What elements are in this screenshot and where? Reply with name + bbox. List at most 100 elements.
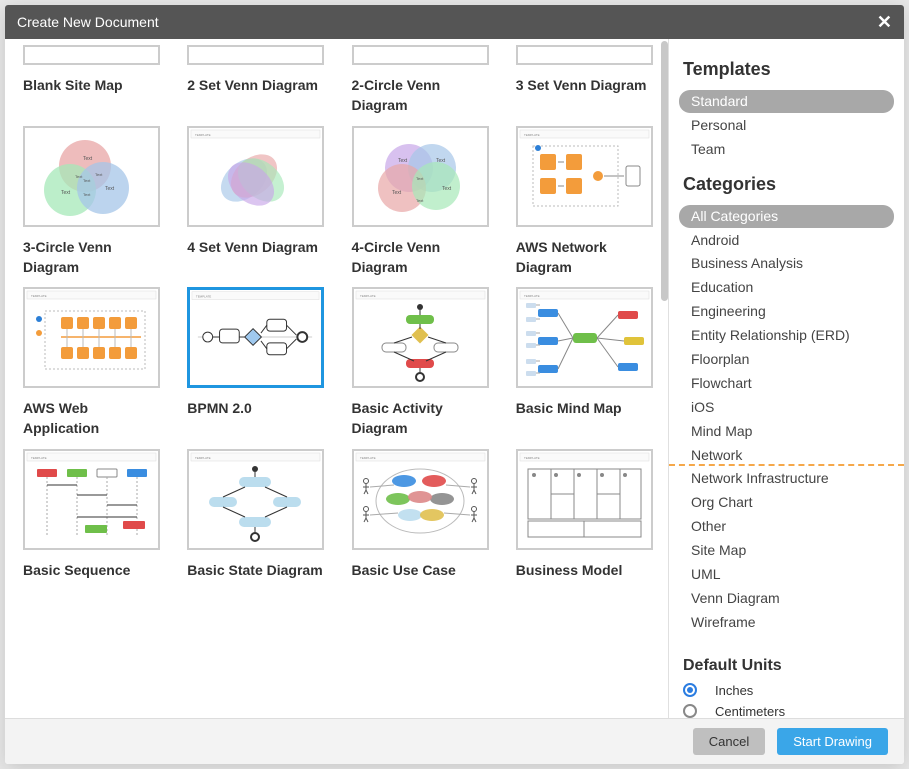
template-card[interactable]: TEMPLATE Basic State Diagram	[187, 449, 329, 600]
radio-icon[interactable]	[683, 683, 697, 697]
svg-text:Text: Text	[61, 190, 71, 196]
category-item[interactable]: Business Analysis	[679, 252, 894, 275]
template-group-item[interactable]: Personal	[679, 114, 894, 137]
template-grid-pane[interactable]: Blank Site Map 2 Set Venn Diagram 2-Circ…	[5, 39, 668, 718]
svg-text:Text: Text	[442, 186, 452, 192]
svg-text:Text: Text	[436, 158, 446, 164]
template-thumbnail[interactable]: TEMPLATE	[516, 449, 653, 550]
units-heading: Default Units	[683, 657, 890, 675]
category-item[interactable]: Site Map	[679, 539, 894, 562]
template-thumbnail[interactable]: TEMPLATE	[516, 287, 653, 388]
svg-text:Text: Text	[392, 190, 402, 196]
template-card[interactable]: TEMPLATE 4 Set Venn Diagram	[187, 126, 329, 278]
scrollbar-thumb[interactable]	[661, 41, 668, 301]
svg-text:TEMPLATE: TEMPLATE	[31, 294, 47, 298]
template-thumbnail[interactable]: TEMPLATE	[187, 287, 324, 388]
template-label: 2 Set Venn Diagram	[187, 75, 329, 115]
category-item[interactable]: Wireframe	[679, 611, 894, 634]
dialog-footer: Cancel Start Drawing	[5, 718, 904, 764]
template-thumbnail[interactable]: TEMPLATE	[187, 449, 324, 550]
template-thumbnail[interactable]: TEMPLATE	[352, 287, 489, 388]
sidebar: Templates StandardPersonalTeam Categorie…	[668, 39, 904, 718]
svg-text:Text: Text	[83, 178, 91, 183]
category-item[interactable]: Education	[679, 276, 894, 299]
template-grid: Blank Site Map 2 Set Venn Diagram 2-Circ…	[23, 45, 658, 600]
svg-text:TEMPLATE: TEMPLATE	[524, 133, 540, 137]
svg-text:TEMPLATE: TEMPLATE	[360, 456, 376, 460]
cancel-button[interactable]: Cancel	[693, 728, 765, 755]
template-card[interactable]: 3 Set Venn Diagram	[516, 45, 658, 116]
category-item[interactable]: Engineering	[679, 300, 894, 323]
template-thumbnail[interactable]: TEMPLATE	[352, 449, 489, 550]
category-item[interactable]: iOS	[679, 396, 894, 419]
svg-text:Text: Text	[75, 174, 83, 179]
dialog-content: Blank Site Map 2 Set Venn Diagram 2-Circ…	[5, 39, 904, 718]
unit-option[interactable]: Inches	[683, 683, 890, 698]
category-item[interactable]: Network Infrastructure	[679, 467, 894, 490]
svg-text:Text: Text	[95, 172, 103, 177]
svg-text:TEMPLATE: TEMPLATE	[524, 456, 540, 460]
template-card[interactable]: TEMPLATE AWS Web Application	[23, 287, 165, 439]
template-group-list: StandardPersonalTeam	[679, 90, 894, 162]
template-card[interactable]: 2-Circle Venn Diagram	[352, 45, 494, 116]
template-card[interactable]: TEMPLATE AWS Network Diagram	[516, 126, 658, 278]
template-label: Business Model	[516, 560, 658, 600]
category-item[interactable]: Mind Map	[679, 420, 894, 443]
template-card[interactable]: TEMPLATE Basic Mind Map	[516, 287, 658, 439]
template-card[interactable]: TEMPLATE Business Model	[516, 449, 658, 600]
template-card[interactable]: Text Text Text Text Text Text Text 3-Cir…	[23, 126, 165, 278]
radio-icon[interactable]	[683, 704, 697, 718]
template-thumbnail[interactable]: TEMPLATE	[516, 126, 653, 227]
template-group-item[interactable]: Team	[679, 138, 894, 161]
category-item[interactable]: Network	[679, 444, 894, 467]
template-label: Blank Site Map	[23, 75, 165, 115]
template-thumbnail[interactable]	[187, 45, 324, 65]
category-item[interactable]: Other	[679, 515, 894, 538]
svg-text:Text: Text	[83, 192, 91, 197]
svg-text:TEMPLATE: TEMPLATE	[195, 133, 211, 137]
template-thumbnail[interactable]	[23, 45, 160, 65]
template-label: 3-Circle Venn Diagram	[23, 237, 165, 278]
template-thumbnail[interactable]	[516, 45, 653, 65]
template-thumbnail[interactable]: TEMPLATE	[187, 126, 324, 227]
template-card[interactable]: TEMPLATE BPMN 2.0	[187, 287, 329, 439]
svg-text:Text: Text	[416, 176, 424, 181]
category-item[interactable]: Floorplan	[679, 348, 894, 371]
unit-label: Inches	[715, 683, 753, 698]
template-thumbnail[interactable]: TEMPLATE	[23, 449, 160, 550]
template-card[interactable]: TEMPLATE Basic Activity Diagram	[352, 287, 494, 439]
close-icon[interactable]: ✕	[877, 12, 892, 33]
template-thumbnail[interactable]: Text Text Text Text Text Text Text	[23, 126, 160, 227]
svg-text:TEMPLATE: TEMPLATE	[31, 456, 47, 460]
template-card[interactable]: Blank Site Map	[23, 45, 165, 116]
svg-text:TEMPLATE: TEMPLATE	[360, 294, 376, 298]
template-group-item[interactable]: Standard	[679, 90, 894, 113]
template-label: 4-Circle Venn Diagram	[352, 237, 494, 278]
templates-heading: Templates	[683, 59, 894, 80]
template-thumbnail[interactable]: Text Text Text Text Text Text	[352, 126, 489, 227]
category-item[interactable]: Android	[679, 229, 894, 252]
template-label: AWS Web Application	[23, 398, 165, 439]
template-label: Basic Sequence	[23, 560, 165, 600]
unit-option[interactable]: Centimeters	[683, 704, 890, 718]
category-item[interactable]: UML	[679, 563, 894, 586]
category-item[interactable]: All Categories	[679, 205, 894, 228]
template-thumbnail[interactable]: TEMPLATE	[23, 287, 160, 388]
template-label: Basic Activity Diagram	[352, 398, 494, 439]
svg-text:Text: Text	[83, 156, 93, 162]
category-item[interactable]: Venn Diagram	[679, 587, 894, 610]
category-list: All CategoriesAndroidBusiness AnalysisEd…	[679, 205, 894, 635]
svg-text:TEMPLATE: TEMPLATE	[524, 294, 540, 298]
dialog-title: Create New Document	[17, 14, 877, 30]
template-card[interactable]: TEMPLATE Basic Sequence	[23, 449, 165, 600]
start-drawing-button[interactable]: Start Drawing	[777, 728, 888, 755]
category-item[interactable]: Org Chart	[679, 491, 894, 514]
category-item[interactable]: Entity Relationship (ERD)	[679, 324, 894, 347]
template-thumbnail[interactable]	[352, 45, 489, 65]
template-card[interactable]: Text Text Text Text Text Text 4-Circle V…	[352, 126, 494, 278]
create-document-dialog: Create New Document ✕ Blank Site Map 2 S…	[5, 5, 904, 764]
dialog-header: Create New Document ✕	[5, 5, 904, 39]
template-card[interactable]: TEMPLATE Basic Use Case	[352, 449, 494, 600]
category-item[interactable]: Flowchart	[679, 372, 894, 395]
template-card[interactable]: 2 Set Venn Diagram	[187, 45, 329, 116]
